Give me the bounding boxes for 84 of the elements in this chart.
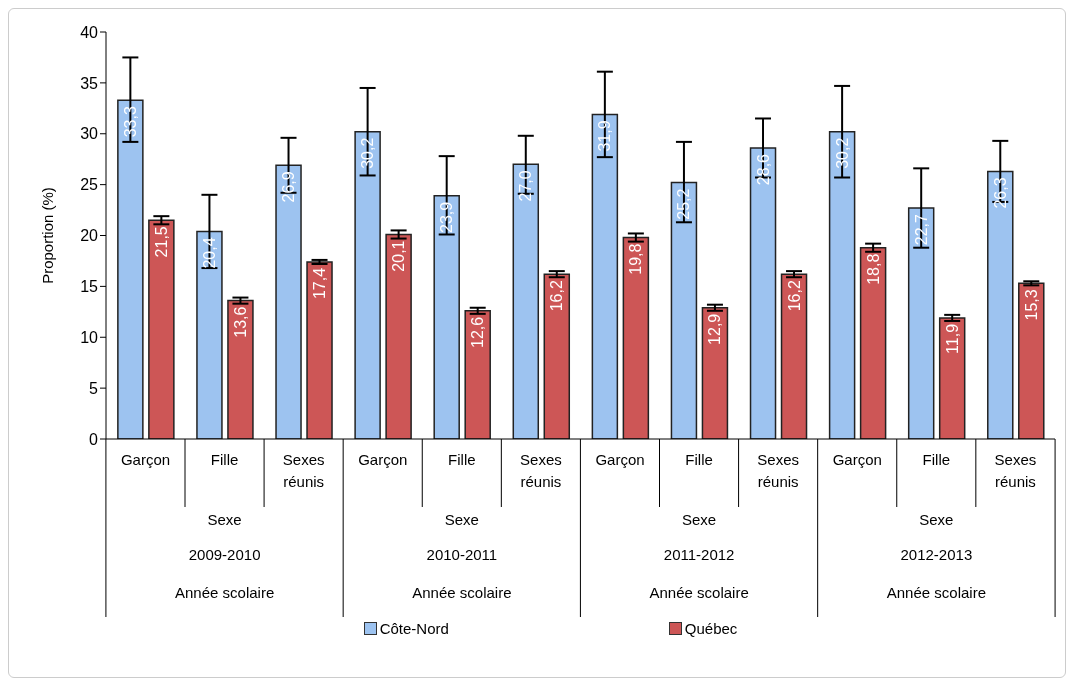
data-label: 15,3 [1022,289,1040,321]
data-label: 20,1 [390,240,408,272]
data-label: 12,9 [706,313,724,345]
data-label: 19,8 [627,243,645,275]
bar [196,230,223,439]
data-label: 30,2 [833,137,851,169]
bar [1018,282,1045,439]
text: Sexe [919,511,954,528]
y-tick-label: 0 [89,430,99,448]
data-label: 20,4 [200,237,218,269]
data-label: 23,9 [438,201,456,233]
x-tick-label: Garçon [120,451,171,468]
bar [512,163,540,439]
data-label: 27,0 [517,170,535,202]
y-axis-title: Proportion (%) [39,187,57,284]
text: Année scolaire [175,584,275,601]
y-tick-label: 15 [80,278,99,296]
bar [780,273,808,439]
data-label: 13,6 [231,306,249,338]
data-label: 30,2 [359,137,377,169]
x-tick-label: Sexes réunis [520,451,562,490]
bar [117,99,144,439]
bar [543,273,571,439]
text: 2010-2011 [426,546,498,563]
bar [306,261,333,439]
bar [859,246,887,439]
text: Année scolaire [886,584,986,601]
data-label: 22,7 [912,213,930,246]
bar [622,236,650,439]
bar [749,147,777,439]
bar [275,164,302,439]
data-label: 33,3 [121,106,139,138]
x-tick-label: Fille [685,451,713,468]
text: Année scolaire [649,584,749,601]
y-tick-label: 10 [80,328,99,346]
text: Sexe [444,511,479,528]
y-tick-label: 35 [80,74,99,92]
data-label: 18,8 [864,253,882,285]
text: 2009-2010 [188,546,261,563]
legend-label: Côte-Nord [378,620,449,637]
text: 2011-2012 [663,546,735,563]
legend-label: Québec [683,620,738,637]
x-tick-label: Sexes réunis [757,451,800,490]
x-tick-label: Sexes réunis [994,451,1037,490]
data-label: 17,4 [311,267,329,300]
x-tick-label: Fille [210,451,239,468]
bar [385,233,412,439]
x-tick-label: Fille [922,451,951,468]
y-tick-label: 30 [80,125,99,143]
text: 2012-2013 [900,546,973,563]
text: Sexe [207,511,242,528]
x-tick-label: Sexes réunis [282,451,325,490]
data-label: 26,3 [991,177,1009,209]
x-tick-label: Garçon [832,451,882,468]
bar [354,130,381,439]
data-label: 31,9 [596,120,614,152]
data-label: 28,6 [754,153,772,186]
bar [938,317,966,439]
x-tick-label: Fille [448,451,476,468]
y-tick-label: 5 [89,379,99,397]
text: Année scolaire [412,584,512,601]
data-label: 12,6 [469,316,487,348]
x-tick-label: Garçon [595,451,645,468]
data-label: 16,2 [785,280,803,312]
bar [148,219,175,439]
bar [227,299,254,439]
bar [464,310,491,439]
bar [828,130,856,439]
bar [591,113,619,439]
x-tick-label: Garçon [358,451,408,468]
y-tick-label: 25 [80,176,99,194]
bar [907,207,935,439]
data-label: 26,9 [280,171,298,203]
data-label: 16,2 [548,280,566,312]
text: Sexe [682,511,717,528]
bar [987,170,1014,439]
bar [670,181,698,439]
bar [433,195,460,439]
y-tick-label: 20 [80,227,99,245]
data-label: 25,2 [675,188,693,220]
data-label: 11,9 [943,323,961,354]
y-tick-label: 40 [80,23,99,41]
data-label: 21,5 [152,226,170,258]
bar [701,306,729,439]
